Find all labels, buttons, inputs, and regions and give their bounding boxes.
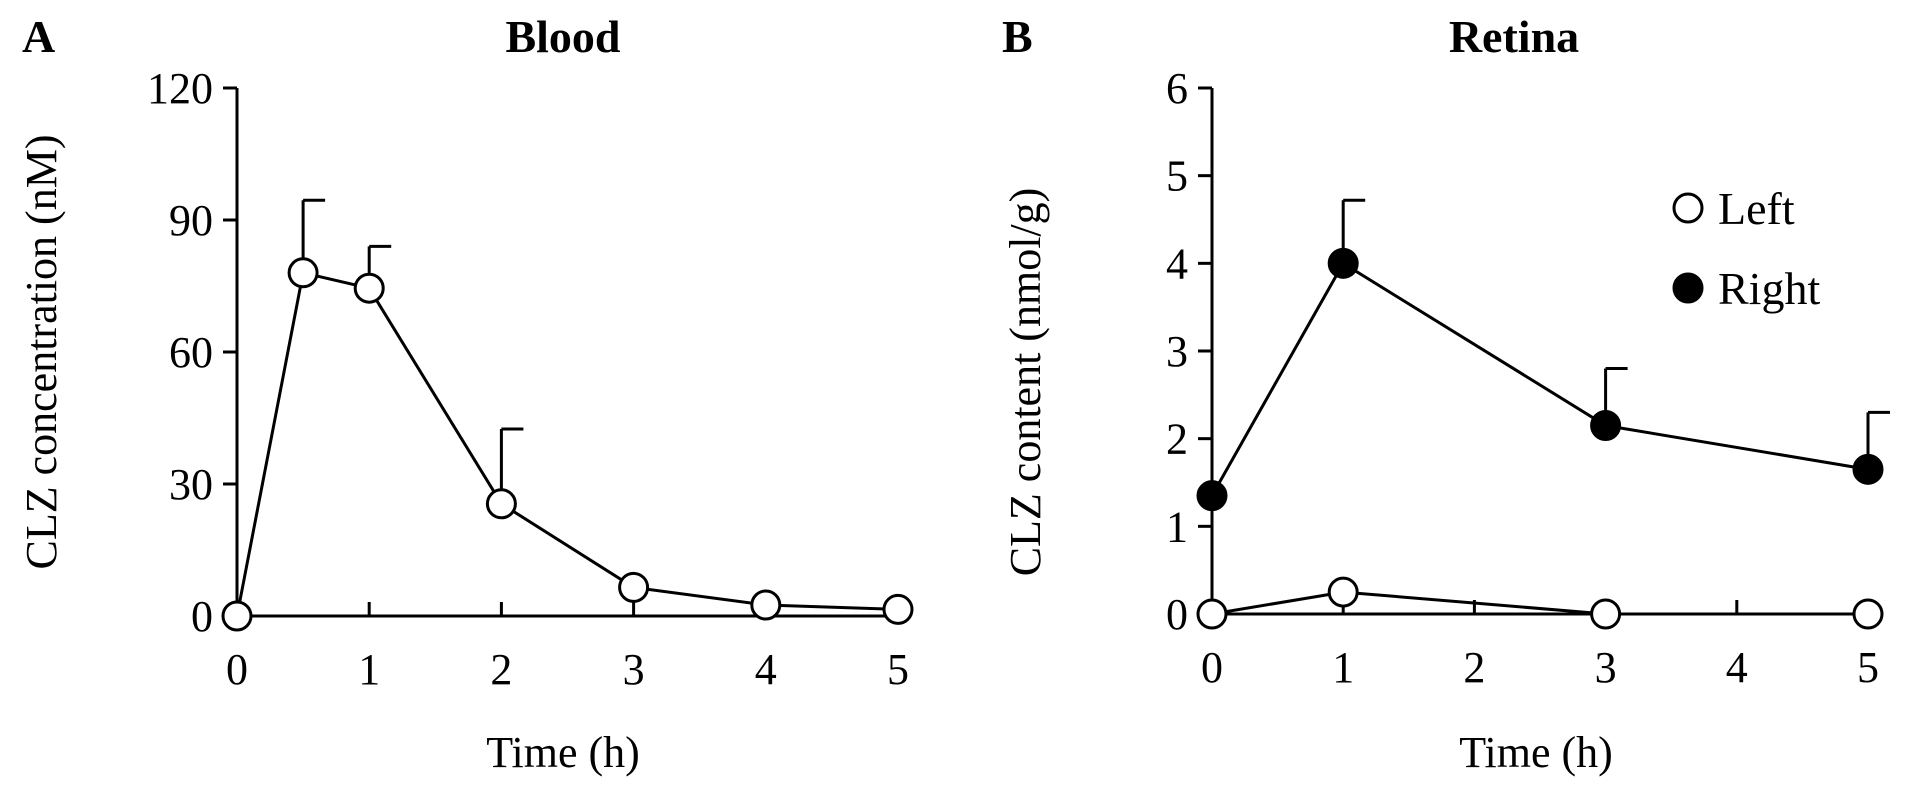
panel-a-y-tick-label-1: 30 [169,460,213,509]
panel-b-legend-label-left: Left [1718,183,1795,234]
panel-b-y-tick-label-4: 4 [1166,239,1188,288]
panel-b-retina: B Retina CLZ content (nmol/g) Time (h) 0… [1001,11,1890,777]
panel-b-series [1196,198,1890,630]
panel-b-point-left-2 [1590,598,1622,630]
panel-b-x-tick-label-1: 1 [1332,643,1354,692]
panel-b-title: Retina [1449,11,1579,62]
panel-a-blood: A Blood CLZ concentration (nM) Time (h) … [17,11,914,777]
panel-a-point-blood-0 [221,600,253,632]
panel-b-point-right-0 [1196,480,1228,512]
panel-b-legend: Left Right [1672,183,1820,314]
panel-b-point-right-1 [1327,247,1359,279]
panel-a-x-tick-label-4: 4 [755,645,777,694]
panel-b-x-tick-label-3: 3 [1595,643,1617,692]
panel-a-x-ticks: 0 1 2 3 4 5 [226,602,909,694]
panel-a-y-tick-label-0: 0 [191,592,213,641]
panel-a-series [221,198,914,632]
panel-a-x-tick-label-2: 2 [490,645,512,694]
panel-b-x-axis-title: Time (h) [1459,728,1613,777]
panel-b-point-right-2 [1590,410,1622,442]
panel-b-y-tick-label-5: 5 [1166,152,1188,201]
panel-a-y-axis-title: CLZ concentration (nM) [17,135,66,570]
panel-a-x-tick-label-5: 5 [887,645,909,694]
panel-b-legend-label-right: Right [1718,263,1820,314]
panel-a-series-line-blood [235,270,899,617]
panel-b-y-ticks: 0 1 2 3 4 5 6 [1166,64,1212,639]
panel-a-point-blood-5 [750,589,782,621]
panel-a-x-tick-label-3: 3 [623,645,645,694]
panel-b-point-right-3 [1852,453,1884,485]
panel-b-point-left-1 [1327,576,1359,608]
panel-a-x-tick-label-0: 0 [226,645,248,694]
panel-b-series-line-left [1211,590,1868,616]
panel-b-y-tick-label-6: 6 [1166,64,1188,113]
panel-b-x-tick-label-4: 4 [1726,643,1748,692]
panel-b-x-tick-label-2: 2 [1463,643,1485,692]
panel-b-y-tick-label-1: 1 [1166,502,1188,551]
panel-a-y-tick-label-4: 120 [147,64,213,113]
panel-a-point-blood-6 [882,593,914,625]
panel-b-series-line-right [1210,261,1869,497]
panel-b-point-left-0 [1196,598,1228,630]
panel-b-y-tick-label-3: 3 [1166,327,1188,376]
panel-a-y-ticks: 0 30 60 90 120 [147,64,237,641]
panel-a-x-axis-title: Time (h) [486,728,640,777]
panel-a-point-blood-1 [287,257,319,289]
panel-a-series-blood [221,198,914,632]
panel-a-y-tick-label-2: 60 [169,328,213,377]
panel-a-point-blood-2 [353,272,385,304]
panel-b-letter: B [1002,11,1033,62]
panel-b-legend-marker-right [1672,272,1704,304]
panel-a-x-tick-label-1: 1 [358,645,380,694]
panel-a-point-blood-3 [485,488,517,520]
panel-b-x-tick-label-0: 0 [1201,643,1223,692]
panel-b-series-right [1196,198,1890,512]
panel-b-point-left-3 [1852,598,1884,630]
panel-b-y-axis-title: CLZ content (nmol/g) [1001,188,1050,577]
panel-a-title: Blood [505,11,620,62]
panel-b-x-tick-label-5: 5 [1857,643,1879,692]
panel-b-legend-marker-left [1672,192,1704,224]
panel-a-y-tick-label-3: 90 [169,196,213,245]
panel-b-y-tick-label-2: 2 [1166,415,1188,464]
panel-b-y-tick-label-0: 0 [1166,590,1188,639]
panel-b-series-left [1196,576,1884,630]
panel-a-point-blood-4 [618,571,650,603]
panel-a-letter: A [22,11,55,62]
